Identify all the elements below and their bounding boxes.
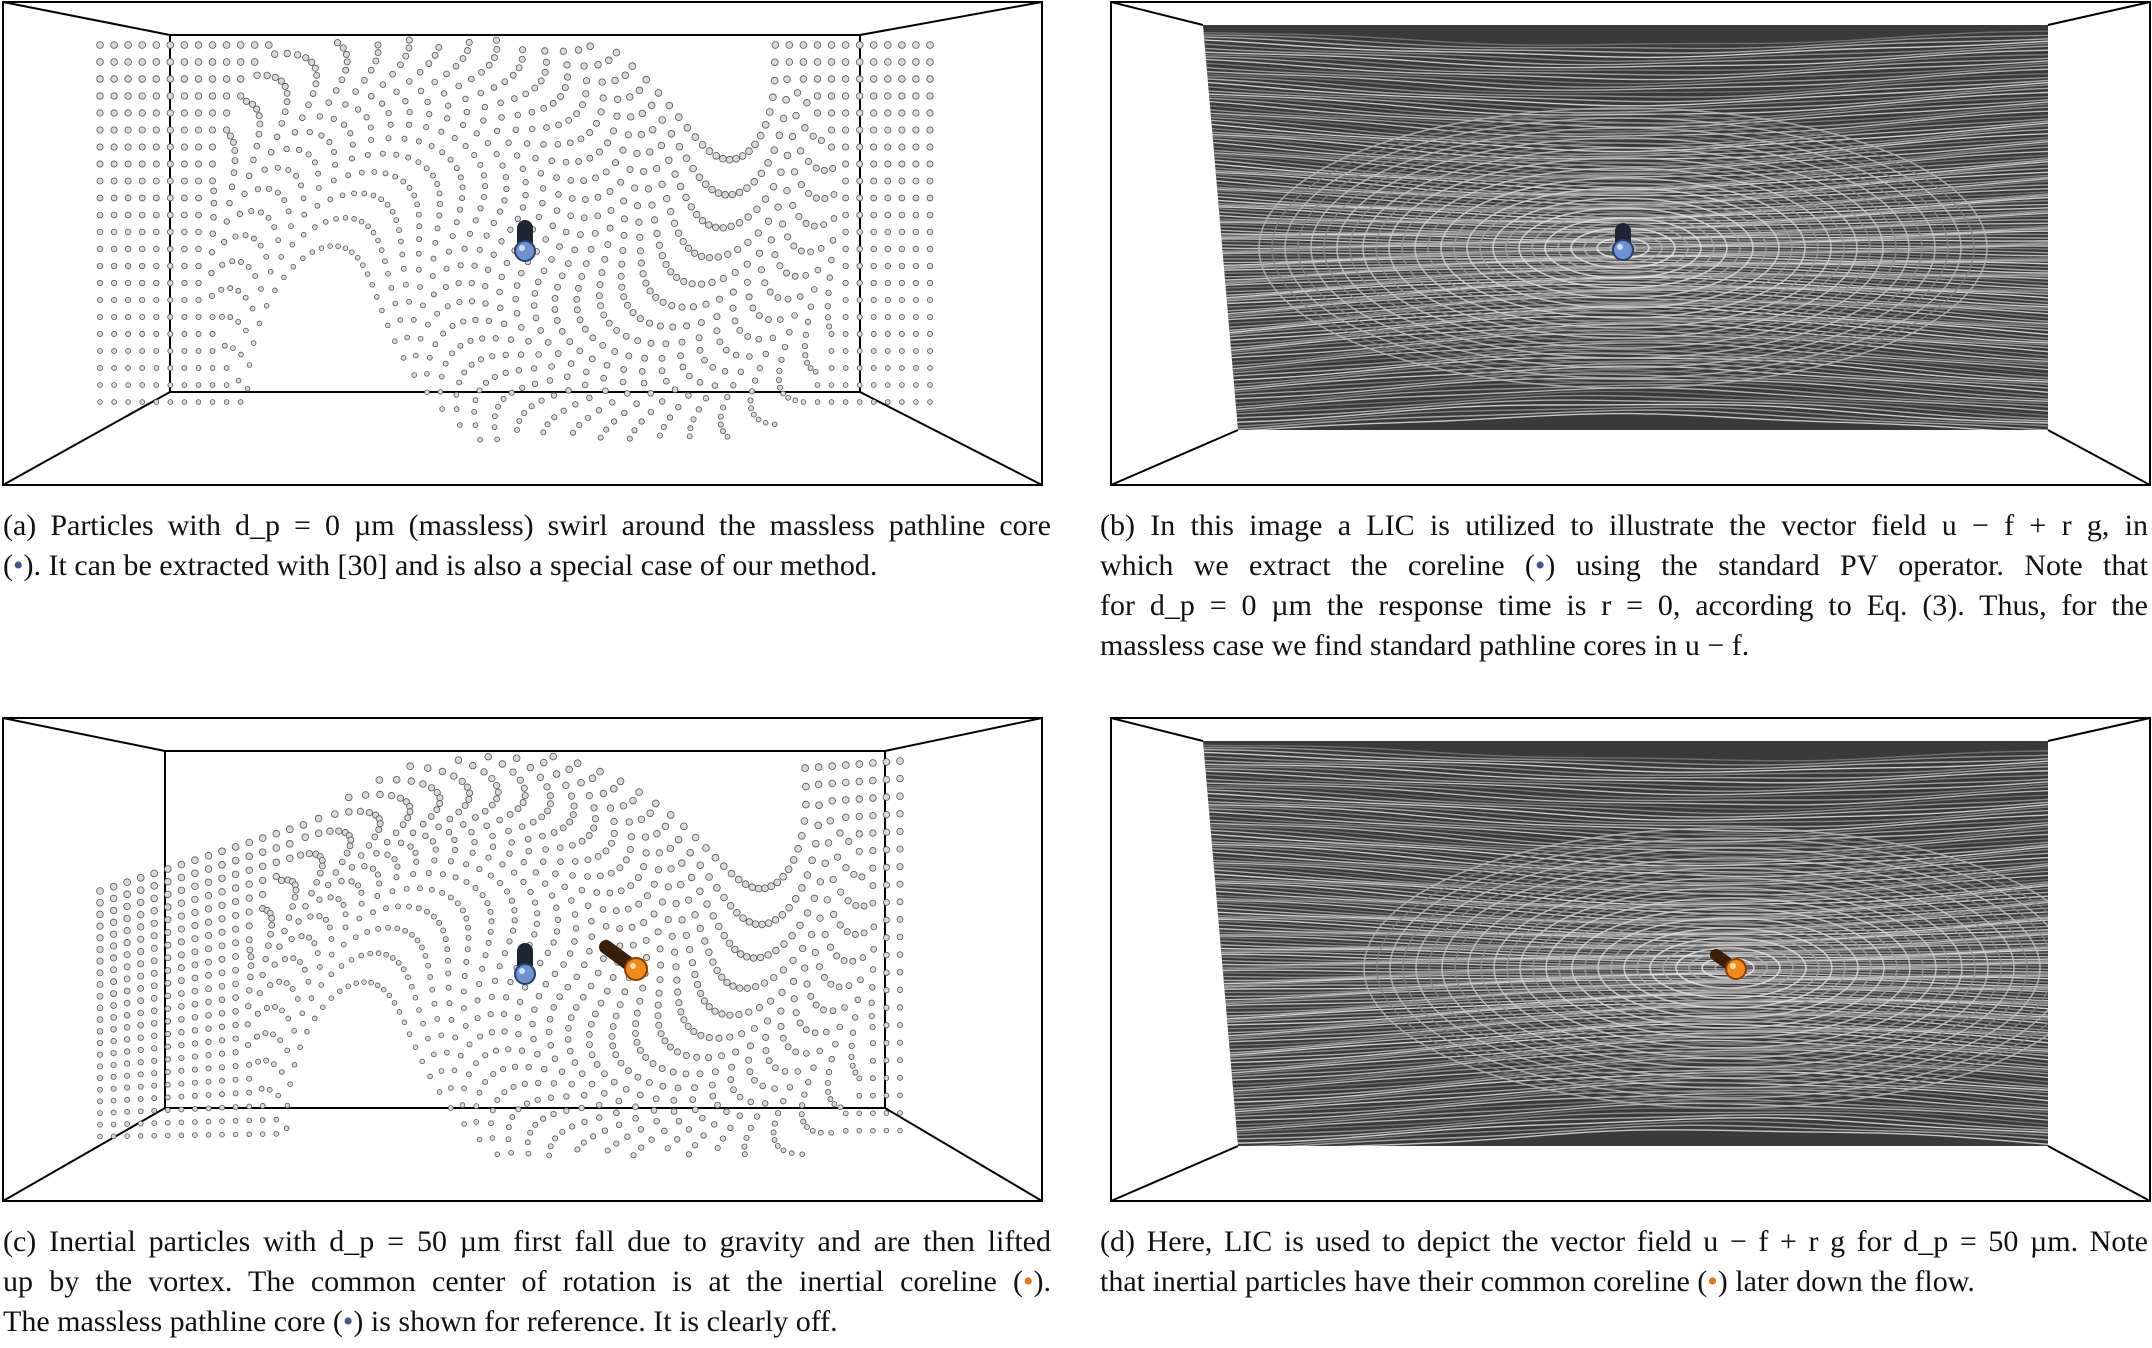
caption-b: (b) In this image a LIC is utilized to i… bbox=[1100, 506, 2148, 666]
panel-b-image bbox=[1108, 0, 2152, 490]
lic-field-d bbox=[1203, 741, 2048, 1146]
box-wireframe bbox=[1110, 1, 2151, 486]
panel-c-image bbox=[0, 716, 1045, 1206]
caption-a-line-1: (a) Particles with d_p = 0 µm (massless)… bbox=[3, 509, 1051, 542]
caption-b-line-4: massless case we find standard pathline … bbox=[1100, 629, 1750, 662]
caption-d: (d) Here, LIC is used to depict the vect… bbox=[1100, 1222, 2148, 1302]
caption-a-line-2: (•). It can be extracted with [30] and i… bbox=[3, 549, 878, 582]
caption-b-line-1: (b) In this image a LIC is utilized to i… bbox=[1100, 509, 2148, 542]
caption-c-line-2: up by the vortex. The common center of r… bbox=[3, 1265, 1051, 1298]
inertial-core-glyph bbox=[599, 940, 648, 981]
panel-d-image bbox=[1108, 716, 2152, 1206]
caption-c-line-1: (c) Inertial particles with d_p = 50 µm … bbox=[3, 1225, 1051, 1258]
caption-b-line-2: which we extract the coreline (•) using … bbox=[1100, 549, 2148, 582]
box-wireframe bbox=[2, 1, 1043, 486]
caption-c: (c) Inertial particles with d_p = 50 µm … bbox=[3, 1222, 1051, 1342]
caption-d-line-2: that inertial particles have their commo… bbox=[1100, 1265, 1975, 1298]
lic-field-b bbox=[1203, 25, 2048, 430]
massless-core-glyph bbox=[514, 220, 536, 262]
caption-d-line-1: (d) Here, LIC is used to depict the vect… bbox=[1100, 1225, 2148, 1258]
panel-a-image bbox=[0, 0, 1045, 490]
box-wireframe bbox=[2, 717, 1043, 1202]
particle-swirl-c bbox=[96, 752, 904, 1159]
box-wireframe bbox=[1110, 717, 2151, 1202]
caption-a: (a) Particles with d_p = 0 µm (massless)… bbox=[3, 506, 1051, 586]
caption-b-line-3: for d_p = 0 µm the response time is r = … bbox=[1100, 589, 2148, 622]
massless-core-glyph bbox=[1612, 223, 1634, 261]
caption-c-line-3: The massless pathline core (•) is shown … bbox=[3, 1305, 838, 1338]
inertial-core-glyph bbox=[1710, 949, 1747, 980]
massless-core-glyph bbox=[514, 943, 536, 985]
particle-swirl-a bbox=[96, 36, 934, 443]
